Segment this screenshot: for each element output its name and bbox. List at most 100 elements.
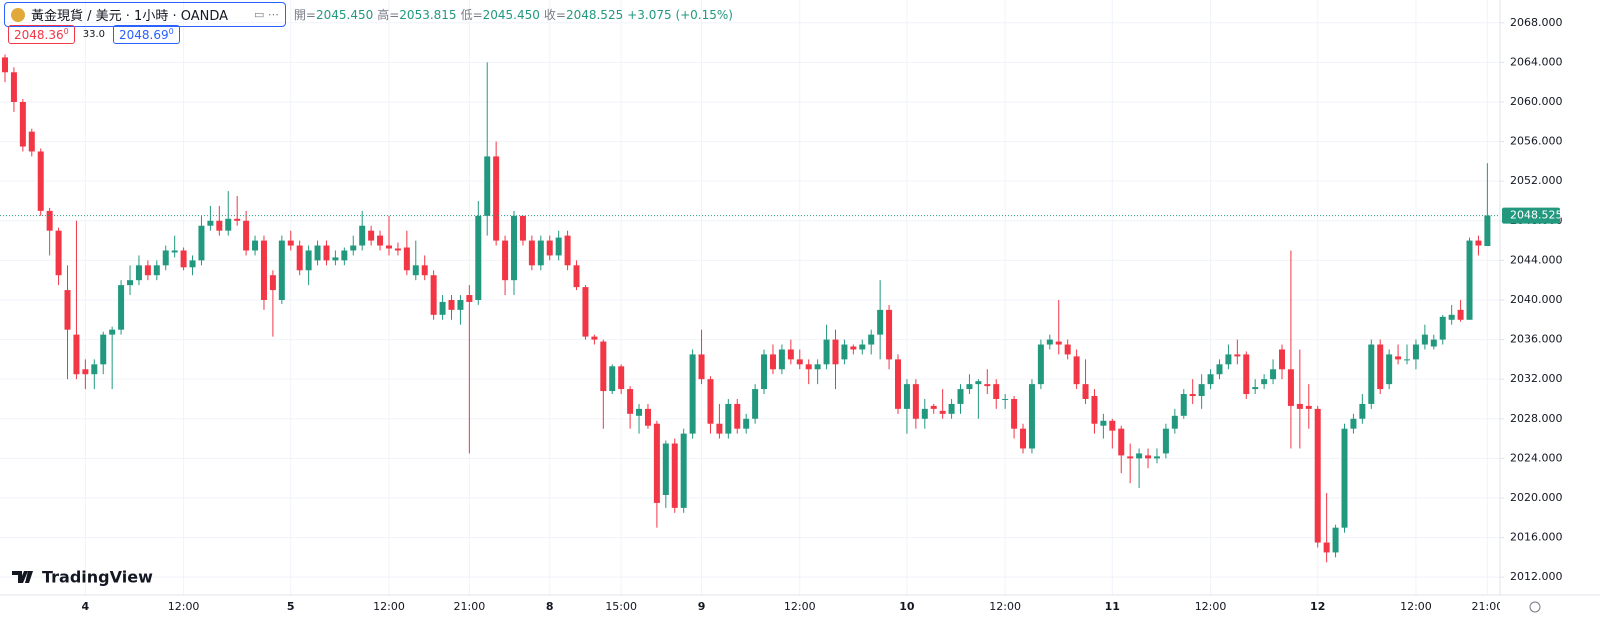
candle-body [260, 240, 267, 300]
candle-body [653, 423, 660, 503]
candle-body [984, 384, 991, 387]
candle-body [1395, 356, 1402, 360]
candle-body [1082, 384, 1089, 399]
bid-digit: 0 [63, 27, 69, 36]
candle-body [55, 230, 62, 276]
candle-body [1404, 359, 1411, 361]
candle-body [1475, 240, 1482, 246]
candle-body [385, 245, 392, 249]
candle-body [707, 379, 714, 424]
candle-body [769, 354, 776, 370]
settings-icon[interactable] [1529, 601, 1541, 613]
candle-body [600, 341, 607, 392]
candle-body [528, 240, 535, 266]
candle-body [2, 57, 8, 73]
y-tick-label: 2040.000 [1510, 293, 1563, 306]
candle-body [323, 245, 330, 261]
candle-body [1439, 316, 1446, 340]
candle-body [1243, 354, 1250, 395]
toolbar-buttons[interactable]: ▭ ⋯ [254, 8, 279, 21]
candle-body [1332, 527, 1339, 553]
candle-body [537, 240, 544, 266]
ask-price: 2048.69 [118, 28, 169, 42]
candle-body [100, 334, 107, 365]
candle-body [1055, 341, 1062, 345]
candle-body [1145, 455, 1152, 459]
candle-body [1323, 542, 1330, 553]
candle-body [1162, 428, 1169, 454]
y-tick-label: 2060.000 [1510, 95, 1563, 108]
candle-body [1225, 354, 1232, 365]
y-tick-label: 2064.000 [1510, 55, 1563, 68]
candle-body [493, 156, 500, 241]
candle-body [1305, 405, 1312, 409]
y-tick-label: 2012.000 [1510, 570, 1563, 583]
candle-body [966, 384, 973, 390]
legend-value: 2053.815 [399, 8, 457, 22]
x-tick-label: 4 [82, 600, 90, 613]
candle-body [877, 309, 884, 335]
candle-body [555, 237, 562, 256]
ask[interactable]: 2048.690 [112, 25, 180, 44]
candle-body [1037, 344, 1044, 385]
candle-body [1064, 344, 1071, 355]
candle-body [127, 280, 134, 286]
candle-body [1270, 369, 1277, 380]
candle-body [73, 334, 80, 375]
candle-body [511, 215, 518, 281]
candle-body [64, 290, 71, 330]
candle-body [341, 250, 348, 261]
candle-body [421, 265, 428, 276]
candle-body [1091, 396, 1098, 424]
x-tick-label: 5 [287, 600, 295, 613]
candle-body [1448, 314, 1455, 320]
candle-body [636, 408, 643, 416]
candle-body [189, 260, 196, 268]
legend-label: 開= [293, 8, 316, 22]
candle-body [1118, 428, 1125, 456]
spread: 33.0 [82, 29, 105, 40]
y-tick-label: 2052.000 [1510, 174, 1563, 187]
candle-body [1412, 344, 1419, 360]
candle-body [198, 225, 205, 261]
candle-body [109, 329, 116, 335]
candle-body [644, 408, 651, 426]
symbol-box[interactable]: 黃金現貨 / 美元 · 1小時 · OANDA ▭ ⋯ [4, 2, 286, 27]
candle-body [1278, 349, 1285, 370]
candle-body [975, 381, 982, 385]
last-price-box [1502, 207, 1560, 224]
candle-body [796, 359, 803, 365]
candle-body [153, 265, 160, 276]
bid-price: 2048.36 [14, 28, 64, 42]
x-tick-label: 12:00 [1195, 600, 1227, 613]
candle-body [1261, 379, 1268, 385]
candle-body [1296, 403, 1303, 409]
candle-body [823, 339, 830, 365]
y-axis: 2012.000 2016.000 2020.000 2024.000 2028.000… [1500, 16, 1563, 583]
candle-body [939, 410, 946, 414]
candle-body [841, 344, 848, 360]
x-tick-label: 10 [899, 600, 915, 613]
candle-body [1350, 418, 1357, 429]
candle-body [1341, 428, 1348, 528]
candle-body [582, 287, 589, 337]
x-tick-label: 15:00 [605, 600, 637, 613]
bid[interactable]: 2048.360 [8, 25, 75, 44]
y-tick-label: 2036.000 [1510, 333, 1563, 346]
candle-body [359, 225, 366, 246]
candle-body [734, 403, 741, 429]
candle-body [573, 265, 580, 288]
last-price-label: 2048.525 [1510, 209, 1563, 222]
candle-body [350, 245, 357, 251]
candle-body [868, 334, 875, 345]
candle-body [662, 443, 669, 496]
candle-body [903, 384, 910, 409]
symbol-icon [11, 7, 25, 22]
candle-body [296, 245, 303, 271]
candle-body [439, 301, 446, 315]
legend-label: 高= [377, 8, 400, 22]
ask-digit: 0 [168, 27, 174, 36]
candle-body [1234, 354, 1241, 357]
